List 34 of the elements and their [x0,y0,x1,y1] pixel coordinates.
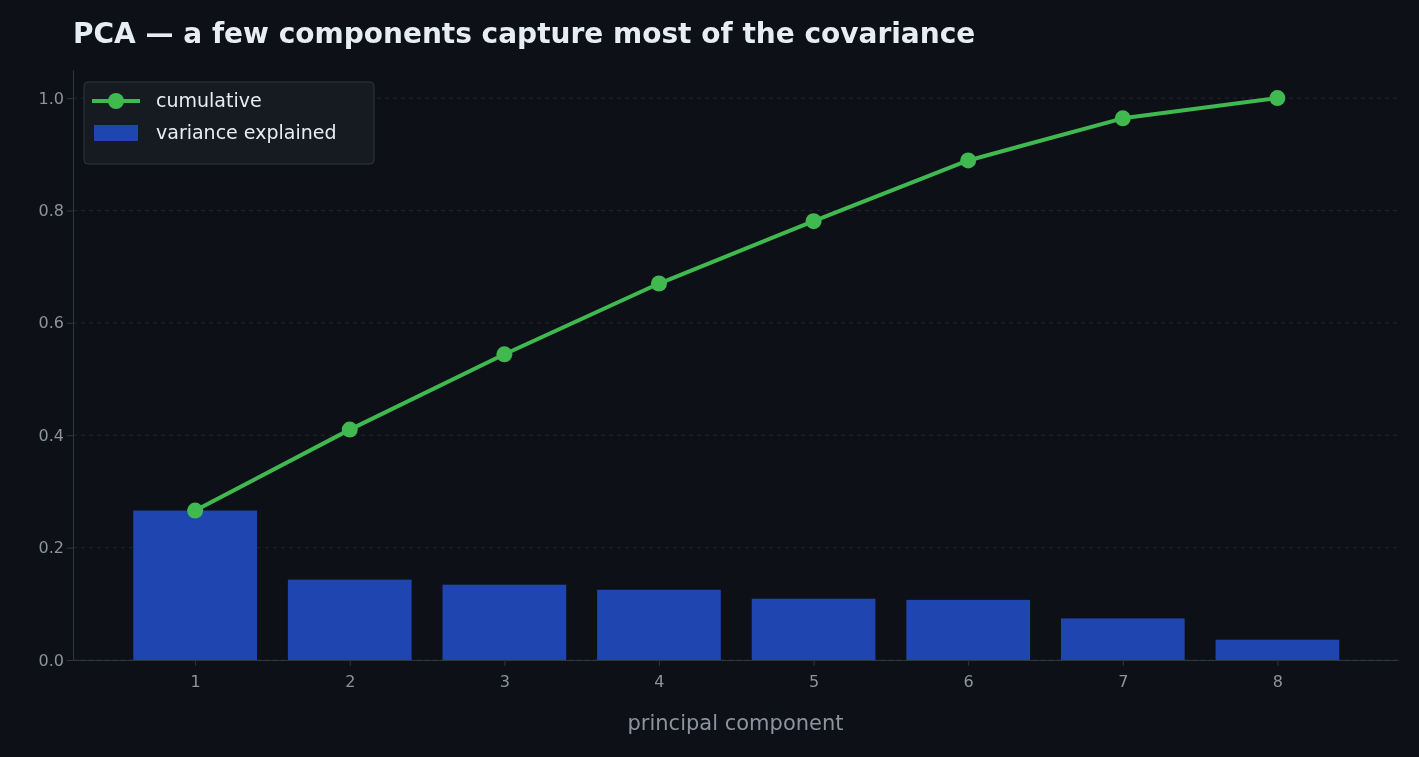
y-tick-label: 0.8 [38,201,64,221]
point [650,275,667,292]
bar [133,510,257,660]
x-tick-label: 6 [963,671,974,691]
x-tick-label: 4 [654,671,665,691]
bar [287,579,412,660]
point [187,502,204,519]
x-tick-label: 3 [499,671,510,691]
point [1269,90,1286,107]
point [1114,110,1131,127]
point [496,346,513,363]
point [805,213,822,230]
x-tick-label: 8 [1272,671,1283,691]
point [960,152,977,169]
y-tick-label: 0.2 [38,538,64,558]
bar [1060,618,1185,660]
x-tick-label: 2 [345,671,356,691]
y-tick-label: 0.4 [38,425,64,445]
y-tick-label: 1.0 [38,88,64,108]
x-tick-label: 5 [808,671,820,691]
bar [751,598,876,660]
x-axis-title: principal component [627,711,844,735]
x-tick-label: 1 [190,671,201,691]
bar [1215,639,1340,660]
point [341,421,358,438]
bar [906,599,1031,660]
bar [442,584,567,660]
y-tick-label: 0.0 [38,650,64,670]
x-tick-label: 7 [1118,671,1129,691]
legend-label: variance explained [156,121,337,143]
chart-title: PCA — a few components capture most of the covariance [73,17,976,50]
y-tick-label: 0.6 [38,313,64,333]
legend-label: cumulative [156,89,262,111]
bar [597,589,721,660]
